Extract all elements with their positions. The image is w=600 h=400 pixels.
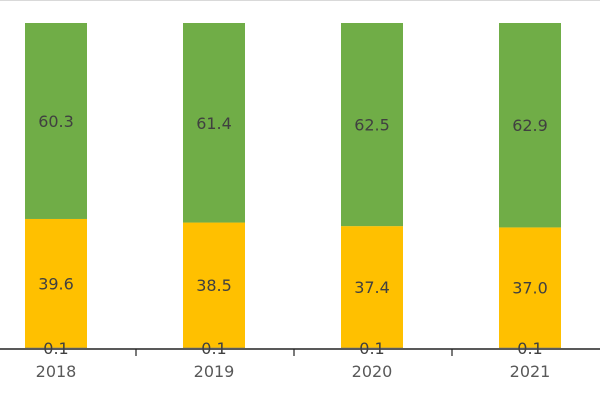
data-labels-layer: 0.1 39.6 60.3 2018 0.1 38.5 61.4 2019 0.1 37.4 62.…	[36, 112, 551, 381]
bars-layer	[25, 23, 561, 348]
bar-top-2019	[183, 23, 245, 223]
data-label-middle-2018: 39.6	[38, 274, 74, 293]
data-label-middle-2021: 37.0	[512, 279, 548, 298]
data-label-bottom-2020: 0.1	[359, 339, 384, 358]
x-tick-label-2021: 2021	[510, 362, 551, 381]
data-label-bottom-2021: 0.1	[517, 339, 542, 358]
data-label-middle-2019: 38.5	[196, 276, 232, 295]
bar-middle-2021	[499, 227, 561, 348]
x-tick-label-2018: 2018	[36, 362, 77, 381]
data-label-middle-2020: 37.4	[354, 278, 390, 297]
x-tick-label-2019: 2019	[194, 362, 235, 381]
data-label-bottom-2019: 0.1	[201, 339, 226, 358]
data-label-top-2020: 62.5	[354, 116, 390, 135]
bar-middle-2018	[25, 218, 87, 348]
data-label-bottom-2018: 0.1	[43, 339, 68, 358]
x-tick-label-2020: 2020	[352, 362, 393, 381]
bar-top-2020	[341, 23, 403, 227]
bar-top-2018	[25, 23, 87, 219]
data-label-top-2021: 62.9	[512, 116, 548, 135]
bar-middle-2020	[341, 226, 403, 348]
x-axis-ticks	[135, 349, 453, 356]
data-label-top-2018: 60.3	[38, 112, 74, 131]
data-label-top-2019: 61.4	[196, 114, 232, 133]
bar-top-2021	[499, 23, 561, 228]
bar-middle-2019	[183, 222, 245, 348]
